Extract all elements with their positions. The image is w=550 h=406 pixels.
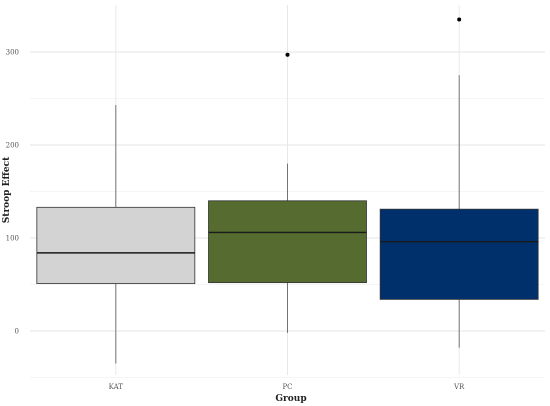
box-pc: [208, 52, 367, 333]
y-tick-label: 100: [6, 235, 19, 243]
x-axis-ticks: KAT PC VR: [109, 383, 465, 391]
box-iqr: [36, 206, 196, 284]
x-tick-label: VR: [453, 383, 465, 391]
box-vr: [379, 17, 539, 348]
y-tick-label: 300: [6, 49, 19, 57]
x-axis-title: Group: [275, 394, 306, 404]
x-tick-label: PC: [282, 383, 292, 391]
y-tick-label: 200: [6, 142, 19, 150]
y-axis-ticks: 0 100 200 300: [6, 49, 19, 336]
box-iqr: [379, 208, 539, 300]
box-kat: [36, 105, 196, 364]
y-tick-label: 0: [15, 328, 19, 336]
box-iqr: [208, 200, 367, 284]
box-layer: [36, 17, 539, 364]
y-axis-title: Stroop Effect: [2, 156, 12, 223]
outlier-point: [285, 52, 290, 57]
x-tick-label: KAT: [109, 383, 124, 391]
outlier-point: [457, 17, 462, 22]
